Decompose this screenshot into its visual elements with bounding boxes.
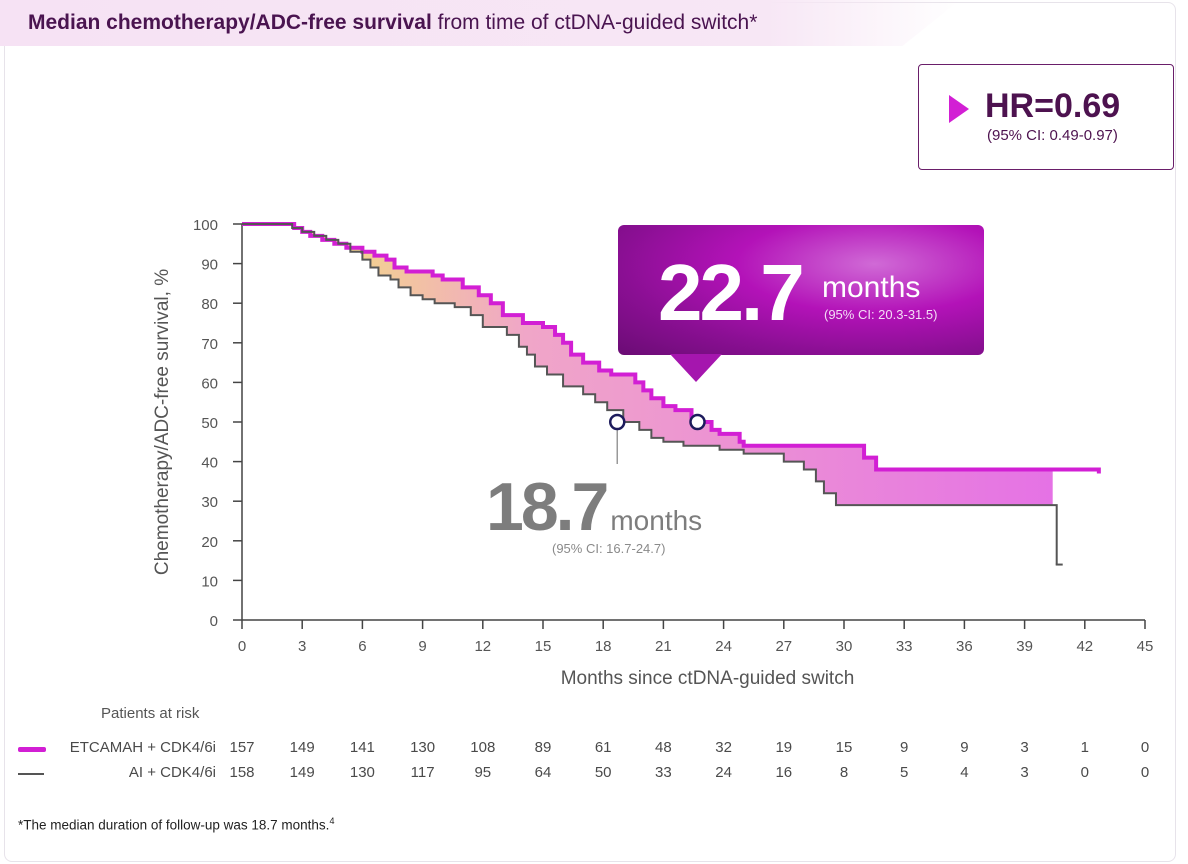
ai-median-callout: 18.7 months: [486, 468, 702, 546]
risk-count: 32: [715, 739, 732, 756]
hazard-ratio-box: HR=0.69 (95% CI: 0.49-0.97): [918, 64, 1174, 170]
x-tick-label: 15: [535, 638, 552, 655]
y-tick-label: 50: [201, 415, 218, 432]
ai-median-ci: (95% CI: 16.7-24.7): [552, 541, 666, 556]
hazard-ratio-ci: (95% CI: 0.49-0.97): [987, 127, 1118, 144]
callout-pointer: [670, 354, 722, 382]
etcamah-median-value: 22.7: [658, 248, 805, 337]
x-tick-label: 45: [1137, 638, 1154, 655]
risk-row-ai: AI + CDK4/6i 158 149 130 117 95 64 50 33 24 16 8 5 4…: [0, 764, 1188, 784]
x-tick-label: 3: [298, 638, 306, 655]
risk-count: 33: [655, 764, 672, 781]
risk-count: 108: [470, 739, 496, 756]
play-triangle-icon: [949, 95, 969, 123]
risk-count: 16: [775, 764, 793, 781]
y-tick-label: 30: [201, 494, 218, 511]
x-tick-label: 39: [1016, 638, 1033, 655]
risk-count: 95: [474, 764, 492, 781]
median-marker: [608, 413, 626, 431]
title-bold: Median chemotherapy/ADC-free survival: [28, 11, 432, 34]
risk-count: 61: [594, 739, 612, 756]
risk-count: 3: [1020, 739, 1029, 756]
x-tick-label: 6: [358, 638, 366, 655]
x-tick-label: 9: [418, 638, 426, 655]
risk-count: 48: [655, 739, 672, 756]
x-tick-label: 42: [1076, 638, 1093, 655]
ai-survival-line: [242, 223, 1058, 565]
y-tick-label: 0: [210, 613, 218, 630]
x-tick-label: 36: [956, 638, 973, 655]
risk-row-etcamah: ETCAMAH + CDK4/6i 157 149 141 130 108 89 61 48 3…: [0, 739, 1188, 759]
risk-count: 8: [839, 764, 849, 781]
etcamah-median-callout: 22.7 months (95% CI: 20.3-31.5): [618, 225, 984, 355]
ai-median-value: 18.7: [486, 469, 609, 545]
x-tick-label: 12: [474, 638, 491, 655]
risk-count: 64: [534, 764, 552, 781]
risk-count: 9: [960, 739, 969, 756]
y-tick-label: 20: [201, 534, 218, 551]
footnote-ref: 4: [329, 816, 335, 826]
risk-count: 9: [900, 739, 909, 756]
risk-count: 15: [835, 739, 853, 756]
risk-count: 4: [960, 764, 969, 781]
etcamah-median-ci: (95% CI: 20.3-31.5): [824, 307, 938, 322]
risk-count: 117: [410, 764, 435, 781]
y-tick-label: 60: [201, 375, 218, 392]
risk-table-title: Patients at risk: [101, 705, 200, 722]
x-tick-label: 0: [238, 638, 246, 655]
risk-count: 158: [229, 764, 255, 781]
x-tick-label: 30: [836, 638, 853, 655]
gap-fill-area: [242, 224, 1053, 506]
risk-count: 19: [775, 739, 793, 756]
risk-count: 3: [1020, 764, 1029, 781]
median-marker: [689, 413, 706, 431]
y-tick-label: 100: [193, 217, 218, 234]
title-band: [0, 0, 960, 46]
ai-legend-line: [18, 773, 44, 775]
y-tick-label: 40: [201, 455, 218, 472]
risk-count: 130: [410, 739, 436, 756]
x-tick-label: 18: [595, 638, 612, 655]
risk-count: 0: [1080, 764, 1089, 781]
risk-count: 0: [1140, 739, 1150, 756]
risk-count: 130: [349, 764, 375, 781]
risk-count: 149: [289, 739, 315, 756]
y-tick-label: 90: [201, 257, 218, 274]
etcamah-legend-line: [18, 747, 46, 752]
risk-row-label: AI + CDK4/6i: [128, 764, 216, 781]
etcamah-survival-line: [242, 222, 1101, 474]
footnote: *The median duration of follow-up was 18…: [18, 816, 334, 833]
x-tick-label: 21: [655, 638, 672, 655]
ai-median-unit: months: [610, 505, 703, 536]
y-tick-label: 70: [201, 336, 218, 353]
median-markers: [608, 413, 706, 464]
risk-row-label: ETCAMAH + CDK4/6i: [69, 739, 216, 756]
x-tick-label: 24: [715, 638, 732, 655]
risk-count: 50: [594, 764, 612, 781]
x-tick-label: 33: [896, 638, 913, 655]
title-rest: from time of ctDNA-guided switch*: [437, 11, 758, 34]
risk-count: 5: [900, 764, 909, 781]
survival-gap-fill: [242, 224, 1053, 506]
x-axis-label: Months since ctDNA-guided switch: [561, 668, 855, 689]
hazard-ratio-value: HR=0.69: [985, 87, 1121, 125]
risk-count: 0: [1140, 764, 1150, 781]
risk-count: 141: [349, 739, 375, 756]
risk-count: 89: [534, 739, 552, 756]
y-tick-label: 10: [201, 573, 218, 590]
risk-count: 1: [1080, 739, 1089, 756]
etcamah-median-unit: months: [822, 271, 921, 304]
series-lines: [242, 222, 1101, 566]
footnote-text: *The median duration of follow-up was 18…: [18, 817, 330, 833]
risk-count: 149: [289, 764, 315, 781]
y-tick-label: 80: [201, 296, 218, 313]
risk-count: 157: [229, 739, 255, 756]
risk-count: 24: [715, 764, 732, 781]
y-axis-label: Chemotherapy/ADC-free survival, %: [152, 269, 173, 575]
x-tick-label: 27: [775, 638, 792, 655]
page-title: Median chemotherapy/ADC-free survival fr…: [28, 11, 757, 35]
